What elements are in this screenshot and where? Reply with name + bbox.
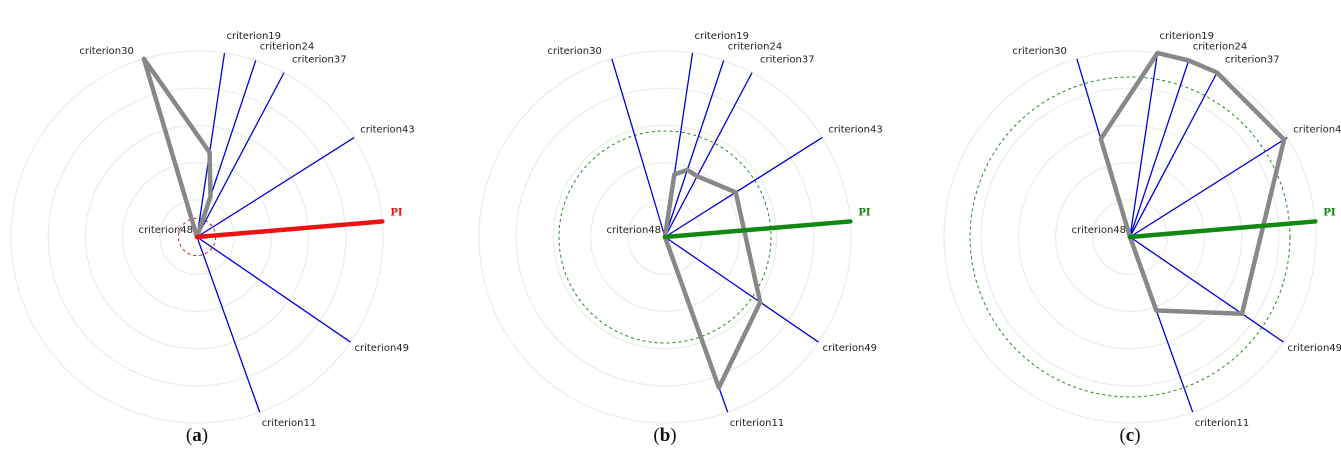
threshold-ring — [558, 130, 772, 344]
grid-ring — [627, 199, 703, 275]
spoke-criterion24 — [1129, 60, 1190, 238]
grid-ring — [589, 162, 740, 313]
grid-ring — [47, 87, 347, 387]
axis-label-criterion48: criterion48 — [138, 225, 193, 236]
axis-label-criterion30: criterion30 — [547, 46, 602, 57]
grid-ring — [980, 87, 1280, 387]
axis-label-criterion30: criterion30 — [1012, 46, 1067, 57]
axis-label-criterion43: criterion43 — [1293, 125, 1341, 136]
spoke-criterion11 — [196, 236, 261, 413]
spoke-criterion43 — [196, 137, 355, 238]
axis-label-criterion19: criterion19 — [694, 31, 749, 42]
grid-ring — [1092, 199, 1168, 275]
axis-label-criterion37: criterion37 — [760, 55, 815, 66]
axis-label-criterion19: criterion19 — [226, 31, 281, 42]
spoke-criterion30 — [611, 58, 666, 238]
grid-ring — [552, 124, 778, 350]
panel-letter: a — [192, 425, 202, 446]
spoke-criterion43 — [1129, 137, 1288, 238]
axis-label-criterion24: criterion24 — [260, 42, 315, 53]
axis-label-criterion30: criterion30 — [79, 46, 134, 57]
spoke-criterion49 — [664, 236, 819, 343]
axis-label-criterion43: criterion43 — [360, 125, 415, 136]
axis-label-criterion11: criterion11 — [262, 418, 317, 429]
axis-label-criterion19: criterion19 — [1159, 31, 1214, 42]
spoke-criterion24 — [664, 60, 725, 238]
axis-label-criterion48: criterion48 — [606, 225, 661, 236]
pi-label: PI — [1323, 207, 1336, 218]
profile-polygon — [1098, 50, 1287, 316]
spoke-criterion49 — [1129, 236, 1284, 343]
axis-label-criterion49: criterion49 — [354, 343, 409, 354]
axis-label-criterion48: criterion48 — [1071, 225, 1126, 236]
axis-label-criterion24: criterion24 — [1193, 42, 1248, 53]
pi-spoke — [662, 219, 853, 240]
axis-label-criterion37: criterion37 — [1225, 55, 1280, 66]
spoke-criterion19 — [1129, 52, 1159, 238]
grid-ring — [10, 50, 384, 424]
axis-label-criterion37: criterion37 — [292, 55, 347, 66]
axis-label-criterion24: criterion24 — [728, 42, 783, 53]
pi-label: PI — [390, 207, 403, 218]
axis-label-criterion49: criterion49 — [1287, 343, 1341, 354]
panel-letter: b — [660, 425, 671, 446]
threshold-ring — [969, 76, 1291, 398]
profile-polygon — [141, 56, 213, 240]
axis-label-criterion49: criterion49 — [822, 343, 877, 354]
grid-ring — [159, 199, 235, 275]
pi-spoke — [1127, 219, 1318, 240]
grid-ring — [121, 162, 273, 313]
spoke-criterion37 — [664, 72, 753, 238]
spoke-criterion19 — [196, 52, 226, 238]
pi-label: PI — [858, 207, 871, 218]
panel-caption-a: (a) — [186, 425, 208, 446]
grid-ring — [1054, 162, 1205, 313]
grid-ring — [1017, 124, 1243, 350]
axis-label-criterion11: criterion11 — [1195, 418, 1250, 429]
axis-label-criterion43: criterion43 — [828, 125, 883, 136]
profile-polygon — [662, 167, 763, 390]
panel-caption-b: (b) — [653, 425, 676, 446]
spoke-criterion49 — [196, 236, 351, 343]
grid-ring — [515, 87, 815, 387]
spoke-criterion37 — [196, 72, 285, 238]
grid-ring — [943, 50, 1317, 424]
grid-ring — [84, 124, 310, 350]
grid-ring — [478, 50, 852, 424]
pi-spoke — [194, 219, 385, 240]
axis-label-criterion11: criterion11 — [730, 418, 785, 429]
panel-letter: c — [1126, 425, 1134, 446]
spoke-criterion37 — [1129, 72, 1218, 238]
panel-caption-c: (c) — [1119, 425, 1140, 446]
spoke-criterion43 — [664, 137, 823, 238]
